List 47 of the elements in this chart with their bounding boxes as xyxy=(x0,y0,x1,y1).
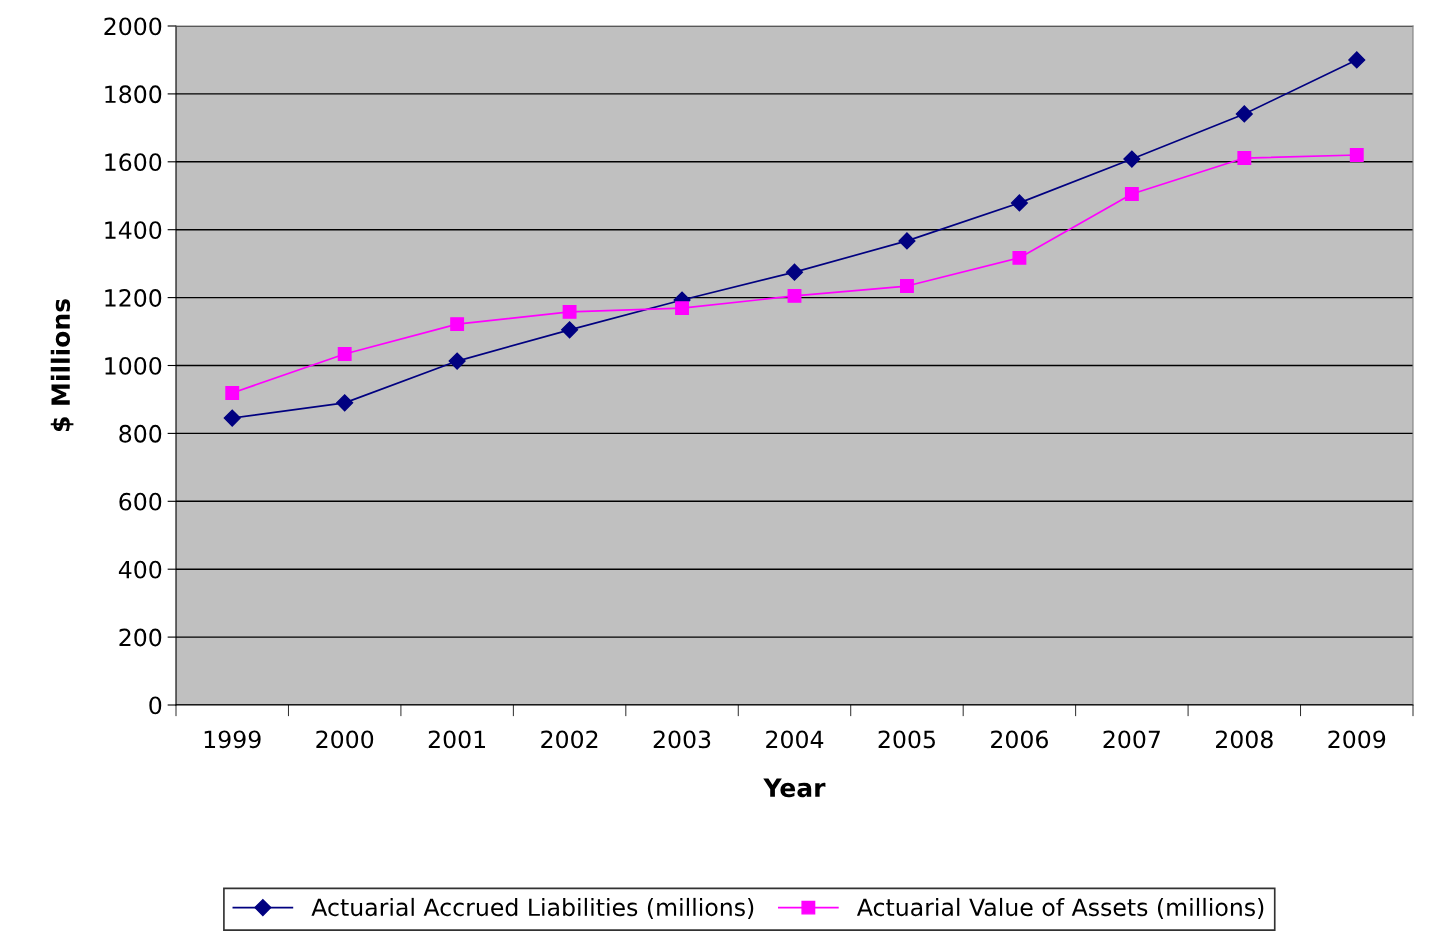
point xyxy=(1349,148,1364,162)
y-tick-label: 1200 xyxy=(105,289,162,307)
y-tick-label: 400 xyxy=(118,560,162,579)
x-tick-label: 2007 xyxy=(1103,730,1160,749)
point xyxy=(562,304,577,319)
point xyxy=(1124,187,1139,201)
legend-label: Actuarial Value of Assets (millions) xyxy=(856,897,1264,919)
point xyxy=(785,263,804,281)
y-tick-label: 1600 xyxy=(105,153,162,172)
point xyxy=(223,409,241,427)
y-tick-label: 1800 xyxy=(105,85,162,104)
point xyxy=(787,288,802,303)
point xyxy=(1010,194,1028,212)
x-tick-label: 2005 xyxy=(878,730,935,749)
y-axis-title: $ Millions xyxy=(50,299,74,432)
legend-label: Actuarial Accrued Liabilities (millions) xyxy=(311,897,754,919)
point xyxy=(561,321,579,339)
y-tick-label: 2000 xyxy=(104,17,162,36)
y-tick-label: 1000 xyxy=(105,356,162,375)
point xyxy=(675,301,689,316)
point xyxy=(1235,105,1253,123)
point xyxy=(898,232,916,250)
x-tick-label: 2002 xyxy=(541,730,598,749)
point xyxy=(337,347,352,361)
y-tick-label: 0 xyxy=(149,696,162,715)
point xyxy=(900,279,914,294)
x-tick-label: 2000 xyxy=(316,730,374,749)
x-tick-label: 2003 xyxy=(653,730,711,749)
point xyxy=(1012,250,1027,265)
point xyxy=(1123,150,1141,168)
point xyxy=(1348,51,1366,69)
point xyxy=(336,394,354,412)
y-tick-label: 1400 xyxy=(105,221,162,240)
point xyxy=(450,317,465,332)
x-axis-title: Year xyxy=(763,778,826,798)
y-tick-label: 200 xyxy=(119,628,162,647)
x-tick-label: 2006 xyxy=(991,730,1048,749)
y-tick-label: 800 xyxy=(119,424,162,443)
x-tick-label: 2001 xyxy=(428,730,485,749)
point xyxy=(1237,151,1252,166)
x-tick-label: 2009 xyxy=(1328,730,1386,749)
x-tick-label: 2008 xyxy=(1216,730,1273,749)
point xyxy=(225,386,240,400)
x-tick-label: 2004 xyxy=(766,730,824,749)
point xyxy=(448,352,466,370)
x-tick-label: 1999 xyxy=(204,730,261,749)
y-tick-label: 600 xyxy=(119,492,162,511)
